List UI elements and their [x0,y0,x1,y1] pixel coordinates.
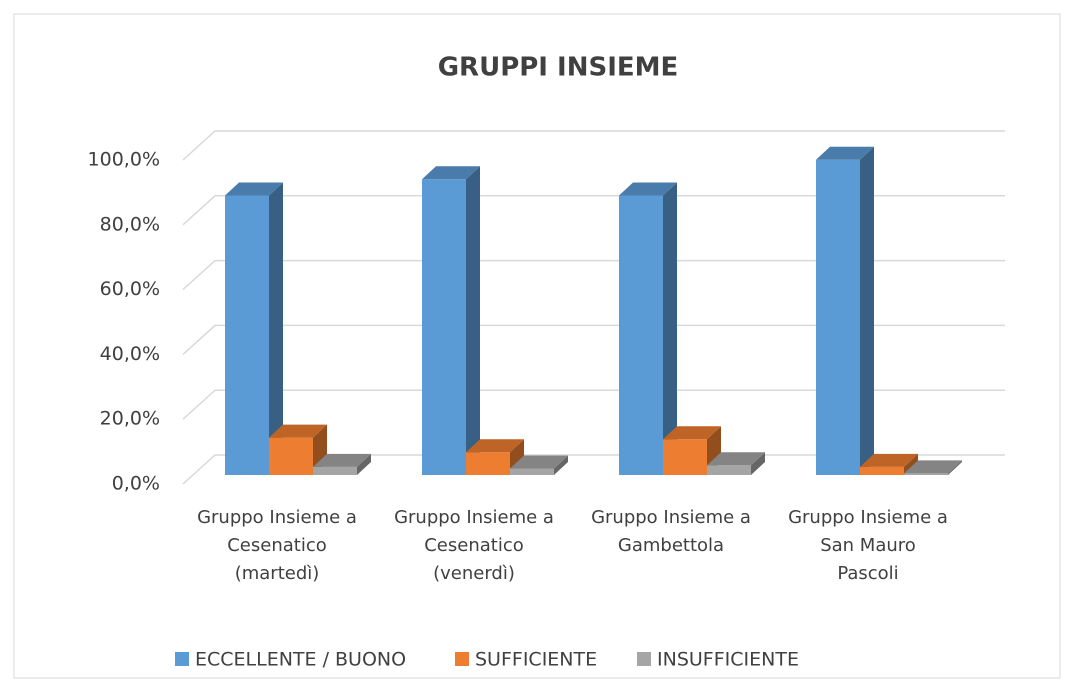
bar-front [860,466,904,475]
bar-front [816,159,860,475]
y-tick-label: 0,0% [112,473,160,495]
x-tick-label: Gambettola [618,535,724,556]
bar [619,182,677,475]
bar-top [466,439,524,453]
bar-top [904,460,962,474]
bar [860,453,918,475]
legend-label: INSUFFICIENTE [657,649,799,671]
bar [422,166,480,475]
x-tick-label: Gruppo Insieme a [591,507,751,528]
bar-front [619,195,663,475]
grid-line [182,195,1005,226]
y-tick-label: 100,0% [88,149,160,171]
bar [663,426,721,475]
bar [313,453,371,475]
grid-line [182,389,1005,420]
x-tick-label: Cesenatico [424,535,524,556]
bar-side [860,146,874,475]
bar-front [466,452,510,475]
legend-label: SUFFICIENTE [475,649,597,671]
x-tick-label: Cesenatico [227,535,327,556]
grid-line [182,259,1005,291]
y-tick-label: 20,0% [100,408,160,430]
x-tick-label: San Mauro [820,535,916,556]
bar-top [619,182,677,196]
x-tick-label: (venerdì) [433,563,515,584]
bar-front [663,439,707,475]
legend-swatch [637,652,651,666]
y-tick-label: 60,0% [100,278,160,300]
bar-front [422,179,466,475]
legend-swatch [175,652,189,666]
bar [816,146,874,475]
x-tick-label: (martedì) [235,563,320,584]
bar-top [225,182,283,196]
bar-side [948,460,962,475]
chart-frame [13,13,1061,679]
chart-title: GRUPPI INSIEME [438,53,679,83]
bar-top [422,166,480,180]
y-tick-label: 80,0% [100,213,160,235]
legend-swatch [455,652,469,666]
y-tick-label: 40,0% [100,343,160,365]
bar-front [225,195,269,475]
x-tick-label: Pascoli [837,563,898,584]
bar-side [554,455,568,475]
x-tick-label: Gruppo Insieme a [394,507,554,528]
bar-top [860,453,918,467]
bar-front [269,437,313,475]
bar-top [816,146,874,160]
bar-top [313,453,371,467]
bar-side [466,166,480,475]
bar-front [510,468,554,475]
bar-top [663,426,721,440]
bar-front [707,465,751,475]
bar-front [904,473,948,475]
bar-side [751,452,765,475]
bar [707,452,765,475]
bar-side [357,453,371,475]
bar-front [313,466,357,475]
x-tick-label: Gruppo Insieme a [788,507,948,528]
bar [510,455,568,475]
grid-line [182,324,1005,355]
x-tick-label: Gruppo Insieme a [197,507,357,528]
bar [904,460,962,475]
bar-top [707,452,765,466]
bar [225,182,283,475]
grid-line [182,130,1005,161]
bar-side [269,182,283,475]
bar-top [269,424,327,438]
bar-top [510,455,568,469]
legend-label: ECCELLENTE / BUONO [195,649,406,671]
bar-side [663,182,677,475]
bar-side [904,453,918,475]
